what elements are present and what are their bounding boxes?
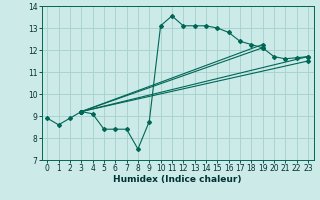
X-axis label: Humidex (Indice chaleur): Humidex (Indice chaleur): [113, 175, 242, 184]
